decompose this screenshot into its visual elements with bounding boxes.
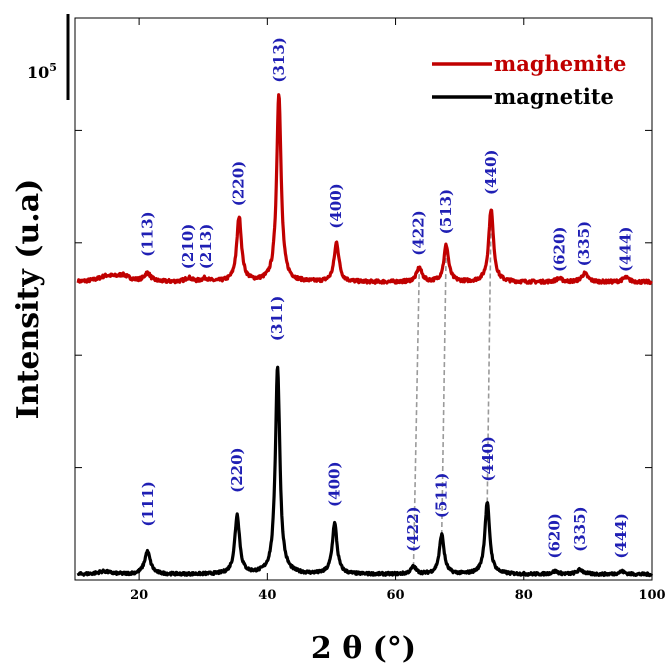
guide-line [486, 209, 492, 503]
peak-label: (111) [139, 481, 157, 527]
x-tick-label: 40 [258, 588, 276, 603]
peak-label: (422) [410, 210, 428, 256]
peak-label: (313) [270, 37, 288, 83]
peak-label: (213) [197, 224, 215, 270]
series-line-maghemite [76, 93, 653, 286]
x-tick-label: 20 [130, 588, 148, 603]
peak-label: (400) [327, 183, 345, 229]
legend-label-magnetite: magnetite [494, 84, 614, 109]
peak-label: (620) [546, 513, 564, 559]
peak-label: (220) [229, 161, 247, 207]
series-line-magnetite [76, 365, 654, 578]
x-tick-label: 60 [387, 588, 405, 603]
x-tick-label: 100 [638, 588, 665, 603]
peak-label: (511) [433, 473, 451, 519]
peak-label: (440) [482, 150, 500, 196]
peak-label: (444) [617, 227, 635, 273]
peak-label: (113) [138, 211, 156, 257]
plot-frame [74, 17, 653, 581]
peak-label: (513) [437, 189, 455, 235]
guide-line [412, 268, 421, 568]
peak-label: (210) [179, 224, 197, 270]
peak-label: (422) [404, 506, 422, 552]
scale-bar-label: 105 [27, 61, 57, 82]
peak-label: (220) [228, 447, 246, 493]
peak-label: (335) [571, 506, 589, 552]
scale-bar-exponent: 5 [49, 61, 57, 74]
scale-bar-base: 10 [27, 63, 49, 82]
peak-label: (620) [551, 227, 569, 273]
peak-label: (440) [479, 436, 497, 482]
x-tick-label: 80 [515, 588, 533, 603]
guide-line [440, 245, 448, 536]
peak-label: (335) [575, 221, 593, 267]
legend-label-maghemite: maghemite [494, 51, 626, 76]
x-axis-title: 2 θ (°) [311, 631, 416, 666]
y-axis-title: Intensity (u.a) [11, 179, 46, 420]
peak-label: (311) [268, 296, 286, 342]
peak-label: (444) [612, 513, 630, 559]
peak-label: (400) [326, 461, 344, 507]
